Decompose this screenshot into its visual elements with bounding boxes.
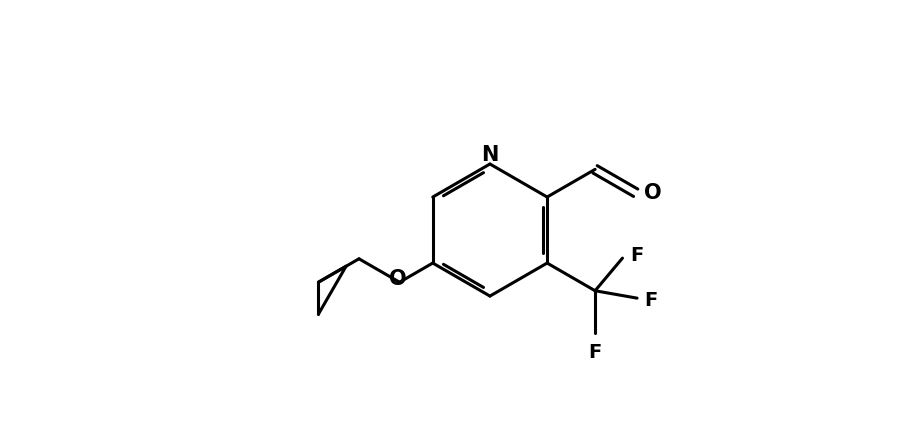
- Text: O: O: [644, 183, 662, 203]
- Text: F: F: [645, 291, 658, 310]
- Text: N: N: [481, 145, 498, 164]
- Text: O: O: [388, 269, 406, 289]
- Text: F: F: [588, 343, 602, 362]
- Text: F: F: [630, 247, 643, 265]
